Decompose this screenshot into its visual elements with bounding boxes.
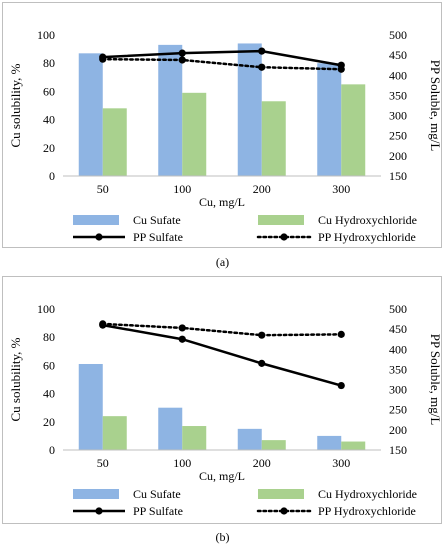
line-point bbox=[258, 63, 266, 71]
y-tick-label: 100 bbox=[37, 28, 55, 42]
legend-marker bbox=[280, 233, 288, 241]
y-tick-label: 40 bbox=[43, 387, 55, 401]
x-axis-title: Cu, mg/L bbox=[199, 469, 245, 483]
y-tick-label: 80 bbox=[43, 56, 55, 70]
line-point bbox=[99, 320, 107, 328]
y2-tick-label: 250 bbox=[389, 129, 407, 143]
x-tick-label: 100 bbox=[173, 182, 191, 196]
bar-cu-hydroxychloride bbox=[341, 84, 366, 176]
line-point bbox=[258, 359, 266, 367]
bar-cu-hydroxychloride bbox=[261, 101, 286, 176]
panel-label-a: (a) bbox=[215, 255, 230, 269]
line-point bbox=[178, 56, 186, 64]
y-tick-label: 0 bbox=[49, 443, 55, 457]
y-tick-label: 80 bbox=[43, 330, 55, 344]
y2-tick-label: 500 bbox=[389, 28, 407, 42]
y-axis-title: Cu solubility, % bbox=[8, 63, 23, 147]
y-tick-label: 0 bbox=[49, 169, 55, 183]
bar-cu-sufate bbox=[237, 43, 262, 177]
line-point bbox=[337, 65, 345, 73]
y2-tick-label: 400 bbox=[389, 342, 407, 356]
legend-label: PP Sulfate bbox=[133, 504, 183, 518]
legend-marker bbox=[95, 507, 103, 515]
legend-label: Cu Hydroxychloride bbox=[318, 213, 417, 227]
chart-a-svg: 0 20 40 60 80 100 150 200 250 300 350 400 450 500 50 10… bbox=[8, 28, 443, 244]
y-tick-label: 60 bbox=[43, 84, 55, 98]
y2-tick-label: 500 bbox=[389, 302, 407, 316]
legend-label: Cu Hydroxychloride bbox=[318, 487, 417, 501]
chart-b-svg: 0 20 40 60 80 100 150 200 250 300 350 400 450 500 50 10… bbox=[8, 302, 443, 518]
y2-tick-label: 150 bbox=[389, 169, 407, 183]
x-tick-label: 200 bbox=[253, 182, 271, 196]
line-point bbox=[258, 331, 266, 339]
line-point bbox=[178, 324, 186, 332]
y2-axis-title: PP Soluble, mg/L bbox=[428, 60, 441, 152]
y-tick-label: 40 bbox=[43, 113, 55, 127]
bar-cu-sufate bbox=[158, 44, 183, 177]
y2-tick-label: 450 bbox=[389, 48, 407, 62]
x-tick-label: 50 bbox=[97, 182, 109, 196]
bar-cu-hydroxychloride bbox=[261, 440, 286, 450]
bar-cu-sufate bbox=[158, 407, 183, 450]
y2-axis-title: PP Soluble, mg/L bbox=[428, 334, 441, 426]
y-tick-label: 20 bbox=[43, 415, 55, 429]
line-pp-sulfate bbox=[102, 323, 342, 387]
chart-panel-a: 0 20 40 60 80 100 150 200 250 300 350 400 450 500 50 10… bbox=[2, 2, 443, 248]
legend-marker bbox=[280, 507, 288, 515]
chart-panel-b: 0 20 40 60 80 100 150 200 250 300 350 400 450 500 50 10… bbox=[2, 276, 443, 524]
y2-tick-label: 300 bbox=[389, 109, 407, 123]
line-point bbox=[258, 47, 266, 55]
line-pp-hydroxychloride bbox=[101, 322, 343, 337]
legend-swatch bbox=[73, 489, 119, 499]
x-tick-label: 100 bbox=[173, 456, 191, 470]
bar-cu-hydroxychloride bbox=[102, 108, 127, 176]
legend-swatch bbox=[258, 215, 304, 225]
x-tick-label: 300 bbox=[332, 182, 350, 196]
legend-swatch bbox=[73, 215, 119, 225]
y2-tick-label: 300 bbox=[389, 383, 407, 397]
y2-tick-label: 250 bbox=[389, 403, 407, 417]
line-point bbox=[178, 335, 186, 343]
legend-marker bbox=[95, 233, 103, 241]
legend-label: PP Hydroxychloride bbox=[318, 504, 416, 518]
line-pp-hydroxychloride bbox=[101, 57, 343, 71]
y2-tick-label: 400 bbox=[389, 68, 407, 82]
y-tick-label: 60 bbox=[43, 358, 55, 372]
legend-swatch bbox=[258, 489, 304, 499]
line-pp-sulfate bbox=[102, 49, 342, 67]
x-tick-label: 300 bbox=[332, 456, 350, 470]
line-point bbox=[337, 330, 345, 338]
bar-cu-hydroxychloride bbox=[182, 426, 207, 450]
y2-tick-label: 350 bbox=[389, 362, 407, 376]
line-point bbox=[178, 49, 186, 57]
legend-label: Cu Sufate bbox=[133, 213, 181, 227]
bar-cu-hydroxychloride bbox=[341, 441, 366, 450]
bar-cu-hydroxychloride bbox=[182, 92, 207, 176]
line-point bbox=[99, 55, 107, 63]
x-tick-label: 200 bbox=[253, 456, 271, 470]
x-axis-title: Cu, mg/L bbox=[199, 195, 245, 209]
x-tick-label: 50 bbox=[97, 456, 109, 470]
y-tick-label: 100 bbox=[37, 302, 55, 316]
y2-tick-label: 350 bbox=[389, 88, 407, 102]
bar-cu-sufate bbox=[78, 363, 103, 450]
legend-label: PP Sulfate bbox=[133, 230, 183, 244]
y-tick-label: 20 bbox=[43, 141, 55, 155]
line-point bbox=[337, 381, 345, 390]
y2-tick-label: 450 bbox=[389, 322, 407, 336]
y2-tick-label: 200 bbox=[389, 149, 407, 163]
legend-label: Cu Sufate bbox=[133, 487, 181, 501]
bar-cu-sufate bbox=[78, 53, 103, 176]
y-axis-title: Cu solubility, % bbox=[8, 337, 23, 421]
y2-tick-label: 200 bbox=[389, 423, 407, 437]
bar-cu-sufate bbox=[237, 428, 262, 450]
panel-label-b: (b) bbox=[215, 530, 230, 544]
y2-tick-label: 150 bbox=[389, 443, 407, 457]
bar-cu-sufate bbox=[317, 435, 342, 450]
bar-cu-hydroxychloride bbox=[102, 416, 127, 450]
legend-label: PP Hydroxychloride bbox=[318, 230, 416, 244]
bar-cu-sufate bbox=[317, 63, 342, 177]
